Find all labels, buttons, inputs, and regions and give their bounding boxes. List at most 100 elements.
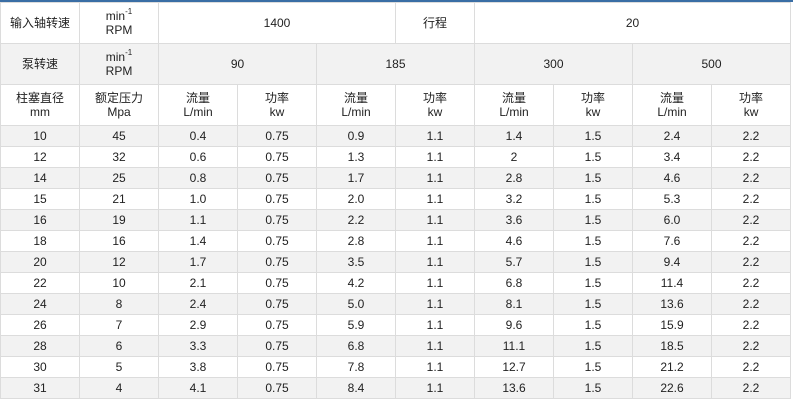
pressure-label: 额定压力 <box>94 91 143 105</box>
power-label: 功率 <box>422 91 447 105</box>
table-cell: 1.5 <box>553 314 633 336</box>
table-cell: 2 <box>474 146 554 168</box>
table-cell: 3.6 <box>474 209 554 231</box>
table-cell: 2.2 <box>710 230 792 252</box>
power-unit: kw <box>427 105 443 119</box>
table-cell: 1.1 <box>395 335 475 357</box>
table-cell: 1.4 <box>158 230 238 252</box>
table-cell: 0.75 <box>237 188 317 210</box>
table-cell: 1.1 <box>395 146 475 168</box>
table-cell: 0.9 <box>316 125 396 147</box>
table-cell: 0.75 <box>237 125 317 147</box>
table-cell: 2.2 <box>710 251 792 273</box>
flow-header: 流量 L/min <box>474 84 554 126</box>
flow-header: 流量 L/min <box>158 84 238 126</box>
header-row-pump-speed: 泵转速 min-1 RPM 90 185 300 500 <box>0 43 792 85</box>
table-cell: 1.1 <box>395 188 475 210</box>
unit-rpm: RPM <box>105 64 133 78</box>
table-cell: 1.7 <box>158 251 238 273</box>
table-cell: 2.2 <box>710 293 792 315</box>
table-cell: 2.4 <box>632 125 712 147</box>
table-cell: 8 <box>79 293 159 315</box>
table-cell: 2.2 <box>710 377 792 399</box>
table-cell: 1.1 <box>395 230 475 252</box>
table-cell: 2.2 <box>710 356 792 378</box>
table-cell: 0.75 <box>237 293 317 315</box>
table-cell: 16 <box>0 209 80 231</box>
table-cell: 21.2 <box>632 356 712 378</box>
table-cell: 0.75 <box>237 314 317 336</box>
table-cell: 2.0 <box>316 188 396 210</box>
table-cell: 16 <box>79 230 159 252</box>
table-cell: 0.75 <box>237 167 317 189</box>
input-speed-label: 输入轴转速 <box>0 2 80 44</box>
flow-unit: L/min <box>183 105 213 119</box>
table-cell: 5.3 <box>632 188 712 210</box>
table-cell: 4.6 <box>632 167 712 189</box>
table-cell: 2.8 <box>474 167 554 189</box>
table-cell: 2.2 <box>710 272 792 294</box>
table-cell: 2.2 <box>710 146 792 168</box>
table-cell: 3.8 <box>158 356 238 378</box>
table-cell: 8.4 <box>316 377 396 399</box>
table-cell: 6 <box>79 335 159 357</box>
table-row: 30 5 3.8 0.75 7.8 1.1 12.7 1.5 21.2 2.2 <box>0 356 792 378</box>
table-cell: 14 <box>0 167 80 189</box>
table-row: 10 45 0.4 0.75 0.9 1.1 1.4 1.5 2.4 2.2 <box>0 125 792 147</box>
power-label: 功率 <box>264 91 289 105</box>
pump-speed-value: 500 <box>631 43 792 85</box>
power-header: 功率 kw <box>710 84 792 126</box>
plunger-label: 柱塞直径 <box>15 91 64 105</box>
table-cell: 11.4 <box>632 272 712 294</box>
flow-label: 流量 <box>659 91 684 105</box>
table-row: 18 16 1.4 0.75 2.8 1.1 4.6 1.5 7.6 2.2 <box>0 230 792 252</box>
table-cell: 1.5 <box>553 335 633 357</box>
table-cell: 1.7 <box>316 167 396 189</box>
plunger-unit: mm <box>30 105 50 119</box>
table-cell: 1.1 <box>395 167 475 189</box>
table-cell: 6.8 <box>316 335 396 357</box>
table-cell: 2.4 <box>158 293 238 315</box>
pressure-header: 额定压力 Mpa <box>79 84 159 126</box>
table-cell: 1.4 <box>474 125 554 147</box>
flow-label: 流量 <box>185 91 210 105</box>
table-cell: 0.4 <box>158 125 238 147</box>
table-cell: 4.2 <box>316 272 396 294</box>
table-cell: 0.8 <box>158 167 238 189</box>
table-cell: 6.8 <box>474 272 554 294</box>
table-cell: 2.2 <box>710 125 792 147</box>
table-cell: 2.2 <box>710 335 792 357</box>
table-cell: 1.1 <box>158 209 238 231</box>
column-header-row: 柱塞直径 mm 额定压力 Mpa 流量 L/min 功率 kw 流量 L/min 功率 kw 流量 L… <box>0 84 792 126</box>
table-cell: 0.75 <box>237 209 317 231</box>
table-cell: 22.6 <box>632 377 712 399</box>
table-cell: 5.9 <box>316 314 396 336</box>
table-cell: 2.2 <box>316 209 396 231</box>
table-cell: 13.6 <box>632 293 712 315</box>
table-cell: 0.75 <box>237 146 317 168</box>
table-cell: 15 <box>0 188 80 210</box>
table-cell: 15.9 <box>632 314 712 336</box>
table-cell: 1.5 <box>553 293 633 315</box>
power-label: 功率 <box>739 91 764 105</box>
table-cell: 2.9 <box>158 314 238 336</box>
table-cell: 1.1 <box>395 314 475 336</box>
table-cell: 8.1 <box>474 293 554 315</box>
table-cell: 10 <box>0 125 80 147</box>
table-cell: 6.0 <box>632 209 712 231</box>
table-cell: 3.3 <box>158 335 238 357</box>
table-cell: 1.1 <box>395 272 475 294</box>
stroke-label: 行程 <box>395 2 475 44</box>
pressure-unit: Mpa <box>107 105 131 119</box>
table-cell: 3.5 <box>316 251 396 273</box>
power-header: 功率 kw <box>237 84 317 126</box>
table-cell: 1.5 <box>553 377 633 399</box>
table-cell: 12 <box>0 146 80 168</box>
pump-speed-label: 泵转速 <box>0 43 80 85</box>
power-unit: kw <box>743 105 759 119</box>
table-row: 28 6 3.3 0.75 6.8 1.1 11.1 1.5 18.5 2.2 <box>0 335 792 357</box>
table-row: 12 32 0.6 0.75 1.3 1.1 2 1.5 3.4 2.2 <box>0 146 792 168</box>
table-cell: 1.5 <box>553 146 633 168</box>
table-row: 24 8 2.4 0.75 5.0 1.1 8.1 1.5 13.6 2.2 <box>0 293 792 315</box>
